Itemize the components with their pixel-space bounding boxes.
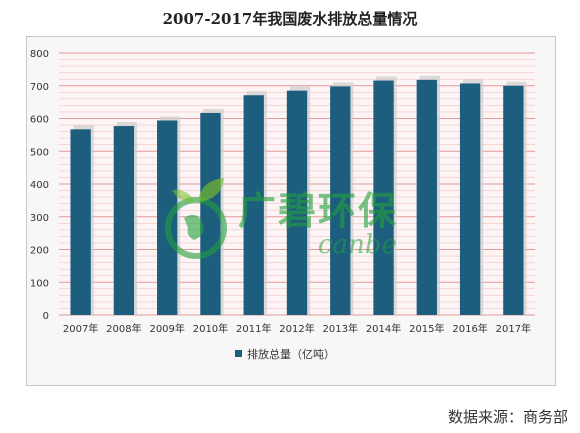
chart-title: 2007-2017年我国废水排放总量情况 [162, 10, 418, 28]
x-tick-label: 2008年 [106, 322, 141, 335]
watermark-brand-en: canbe [318, 230, 397, 260]
y-tick-label: 800 [30, 49, 49, 60]
x-tick-label: 2015年 [409, 322, 444, 335]
x-tick-label: 2010年 [193, 322, 228, 335]
bar [459, 83, 481, 315]
watermark: 广碧环保 canbe [158, 170, 418, 270]
y-tick-label: 0 [43, 311, 49, 322]
y-tick-label: 600 [30, 115, 49, 126]
legend-swatch [235, 350, 242, 357]
y-tick-label: 100 [30, 278, 49, 289]
bar [416, 79, 437, 315]
bar [330, 86, 351, 315]
leaf-globe-icon [165, 178, 227, 259]
x-tick-label: 2007年 [63, 322, 98, 335]
x-tick-label: 2013年 [323, 322, 358, 335]
x-tick-label: 2014年 [366, 322, 401, 335]
x-tick-label: 2011年 [236, 322, 271, 335]
y-tick-label: 300 [30, 213, 49, 224]
watermark-brand-cn: 广碧环保 [238, 189, 399, 233]
chart-svg: 0 100 200 300 400 500 600 700 800 2007年 2008年 2009… [30, 49, 535, 361]
x-tick-label: 2016年 [452, 322, 487, 335]
source-note: 数据来源：商务部 [447, 408, 568, 426]
x-tick-label: 2009年 [149, 322, 184, 335]
y-tick-label: 200 [30, 246, 49, 257]
bar [70, 129, 91, 315]
chart-frame: 0 100 200 300 400 500 600 700 800 2007年 2008年 2009… [26, 36, 556, 386]
bar [373, 80, 394, 315]
y-tick-label: 500 [30, 147, 49, 158]
y-tick-label: 700 [30, 82, 49, 93]
bar [503, 85, 524, 315]
bar [243, 95, 264, 315]
x-tick-label: 2017年 [496, 322, 531, 335]
bar [286, 90, 308, 315]
bar [113, 126, 135, 315]
y-tick-label: 400 [30, 180, 49, 191]
x-tick-label: 2012年 [279, 322, 314, 335]
legend-label: 排放总量（亿吨） [247, 347, 335, 361]
bar [200, 112, 221, 316]
